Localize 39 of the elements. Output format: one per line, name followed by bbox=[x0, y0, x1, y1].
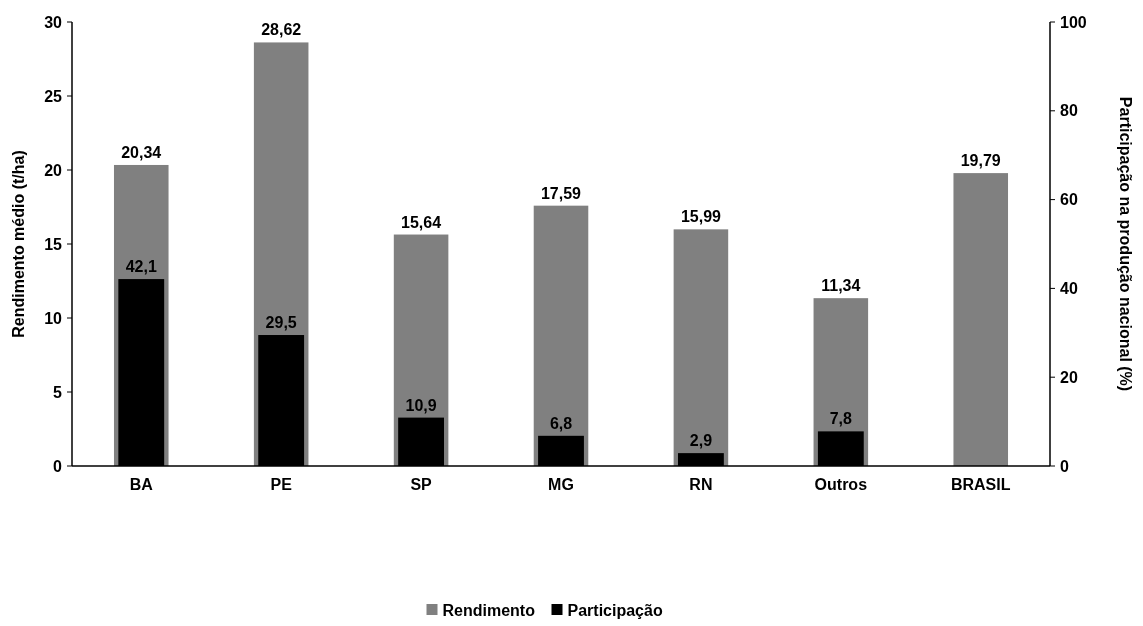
y2-tick-label: 20 bbox=[1060, 368, 1078, 386]
x-tick-label: SP bbox=[410, 476, 433, 493]
y2-tick-label: 0 bbox=[1060, 457, 1069, 475]
y-tick-label: 5 bbox=[53, 383, 63, 401]
y-tick-label: 20 bbox=[44, 161, 63, 179]
y-tick-label: 30 bbox=[44, 13, 63, 31]
y2-tick-label: 40 bbox=[1060, 280, 1078, 297]
data-label: 15,99 bbox=[680, 208, 722, 226]
data-label: 11,34 bbox=[821, 277, 861, 295]
data-label: 15,64 bbox=[401, 213, 442, 231]
y-tick-label: 10 bbox=[44, 309, 63, 327]
x-tick-label: MG bbox=[548, 476, 574, 493]
x-tick-label: BRASIL bbox=[950, 476, 1011, 493]
data-label: 28,62 bbox=[261, 21, 302, 39]
y-tick-label: 25 bbox=[44, 87, 63, 105]
y2-axis-title: Participação na produção nacional (%) bbox=[1117, 96, 1134, 392]
data-label: 17,59 bbox=[540, 184, 582, 202]
x-tick-label: BA bbox=[129, 476, 154, 493]
bar bbox=[953, 173, 1009, 466]
y2-tick-label: 60 bbox=[1060, 191, 1078, 209]
x-tick-label: PE bbox=[270, 476, 293, 493]
legend-label: Rendimento bbox=[442, 601, 536, 619]
legend-label: Participação bbox=[567, 601, 663, 619]
data-label: 6,8 bbox=[549, 414, 573, 432]
x-tick-label: Outros bbox=[814, 476, 868, 493]
bar bbox=[673, 229, 729, 466]
y2-tick-label: 80 bbox=[1060, 102, 1078, 120]
data-label: 42,1 bbox=[125, 258, 157, 276]
y2-tick-label: 100 bbox=[1060, 13, 1087, 31]
data-label: 20,34 bbox=[121, 143, 162, 161]
data-label: 19,79 bbox=[960, 152, 1001, 170]
y-axis-title: Rendimento médio (t/ha) bbox=[10, 150, 27, 338]
data-label: 10,9 bbox=[405, 396, 437, 414]
data-label: 2,9 bbox=[689, 432, 713, 450]
y-tick-label: 0 bbox=[53, 457, 63, 475]
data-label: 7,8 bbox=[829, 410, 853, 428]
y-tick-label: 15 bbox=[44, 235, 63, 253]
data-label: 29,5 bbox=[265, 314, 297, 332]
x-tick-label: RN bbox=[689, 476, 713, 493]
